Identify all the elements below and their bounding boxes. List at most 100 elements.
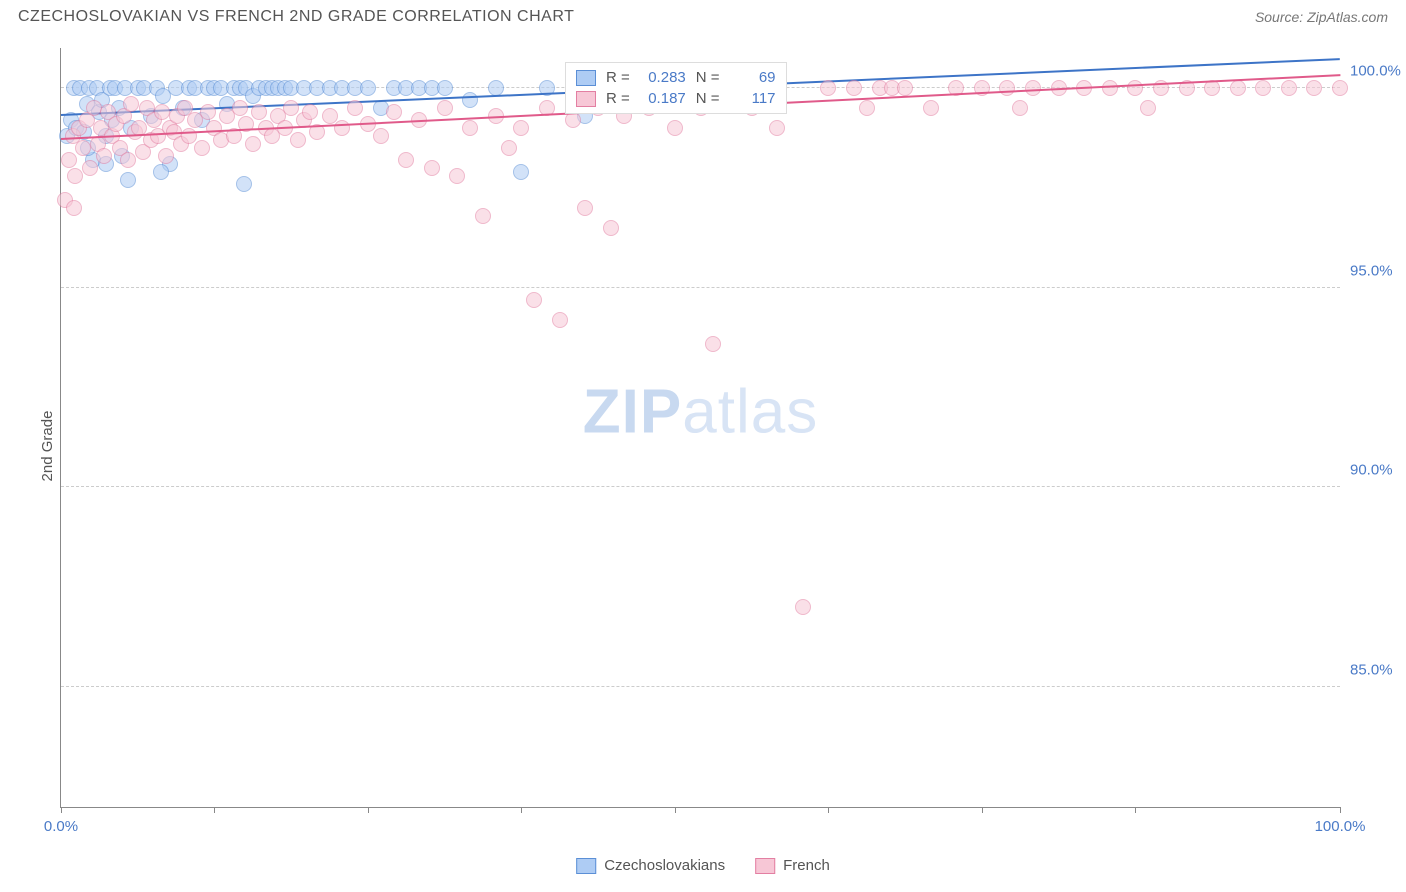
- scatter-point: [61, 152, 77, 168]
- scatter-point: [705, 336, 721, 352]
- scatter-point: [120, 152, 136, 168]
- stats-row: R =0.187N =117: [576, 88, 776, 109]
- stat-r-value: 0.187: [640, 90, 686, 107]
- scatter-point: [120, 172, 136, 188]
- scatter-point: [153, 164, 169, 180]
- bottom-legend: Czechoslovakians French: [576, 857, 830, 874]
- scatter-point: [123, 96, 139, 112]
- grid-line: [61, 686, 1340, 687]
- scatter-point: [290, 132, 306, 148]
- scatter-point: [82, 160, 98, 176]
- scatter-point: [1230, 80, 1246, 96]
- scatter-point: [67, 168, 83, 184]
- scatter-point: [96, 148, 112, 164]
- legend-swatch-french: [755, 858, 775, 874]
- xtick-label: 0.0%: [44, 818, 78, 835]
- scatter-point: [398, 152, 414, 168]
- chart-plot-area: ZIPatlas 85.0%90.0%95.0%100.0%0.0%100.0%: [60, 48, 1340, 808]
- xtick: [1135, 807, 1136, 813]
- xtick: [982, 807, 983, 813]
- stat-n-value: 69: [730, 69, 776, 86]
- stat-n-label: N =: [696, 90, 720, 107]
- scatter-point: [667, 120, 683, 136]
- stat-r-value: 0.283: [640, 69, 686, 86]
- scatter-point: [897, 80, 913, 96]
- scatter-point: [232, 100, 248, 116]
- ytick-label: 95.0%: [1350, 262, 1406, 279]
- stats-row: R =0.283N =69: [576, 67, 776, 88]
- scatter-point: [859, 100, 875, 116]
- scatter-point: [424, 160, 440, 176]
- legend-swatch-czech: [576, 858, 596, 874]
- legend-item-czech: Czechoslovakians: [576, 857, 725, 874]
- legend-label-czech: Czechoslovakians: [604, 857, 725, 874]
- scatter-point: [1127, 80, 1143, 96]
- ytick-label: 100.0%: [1350, 62, 1406, 79]
- scatter-point: [846, 80, 862, 96]
- stats-swatch: [576, 70, 596, 86]
- scatter-point: [158, 148, 174, 164]
- scatter-point: [1012, 100, 1028, 116]
- scatter-point: [501, 140, 517, 156]
- chart-source: Source: ZipAtlas.com: [1255, 9, 1388, 25]
- watermark: ZIPatlas: [583, 377, 818, 448]
- scatter-point: [245, 136, 261, 152]
- grid-line: [61, 287, 1340, 288]
- stat-n-value: 117: [730, 90, 776, 107]
- scatter-point: [200, 104, 216, 120]
- chart-title: CZECHOSLOVAKIAN VS FRENCH 2ND GRADE CORR…: [18, 8, 574, 26]
- scatter-point: [334, 120, 350, 136]
- scatter-point: [302, 104, 318, 120]
- scatter-point: [1102, 80, 1118, 96]
- scatter-point: [526, 292, 542, 308]
- scatter-point: [603, 220, 619, 236]
- legend-item-french: French: [755, 857, 830, 874]
- scatter-point: [437, 100, 453, 116]
- scatter-point: [437, 80, 453, 96]
- grid-line: [61, 486, 1340, 487]
- stats-box: R =0.283N =69R =0.187N =117: [565, 62, 787, 114]
- scatter-point: [462, 92, 478, 108]
- scatter-point: [75, 140, 91, 156]
- scatter-point: [236, 176, 252, 192]
- xtick: [521, 807, 522, 813]
- scatter-point: [194, 140, 210, 156]
- xtick-label: 100.0%: [1315, 818, 1366, 835]
- y-axis-label: 2nd Grade: [39, 411, 56, 482]
- stats-swatch: [576, 91, 596, 107]
- scatter-point: [577, 200, 593, 216]
- scatter-point: [1332, 80, 1348, 96]
- scatter-point: [360, 80, 376, 96]
- xtick: [1340, 807, 1341, 813]
- ytick-label: 85.0%: [1350, 662, 1406, 679]
- scatter-point: [820, 80, 836, 96]
- scatter-point: [475, 208, 491, 224]
- scatter-point: [1140, 100, 1156, 116]
- xtick: [828, 807, 829, 813]
- xtick: [214, 807, 215, 813]
- legend-label-french: French: [783, 857, 830, 874]
- watermark-zip: ZIP: [583, 378, 682, 447]
- scatter-point: [1306, 80, 1322, 96]
- scatter-point: [1255, 80, 1271, 96]
- scatter-point: [154, 104, 170, 120]
- scatter-point: [251, 104, 267, 120]
- scatter-point: [322, 108, 338, 124]
- scatter-point: [552, 312, 568, 328]
- scatter-point: [66, 200, 82, 216]
- scatter-point: [386, 104, 402, 120]
- chart-header: CZECHOSLOVAKIAN VS FRENCH 2ND GRADE CORR…: [0, 0, 1406, 34]
- scatter-point: [449, 168, 465, 184]
- scatter-point: [999, 80, 1015, 96]
- scatter-point: [373, 128, 389, 144]
- scatter-point: [283, 100, 299, 116]
- scatter-point: [1281, 80, 1297, 96]
- ytick-label: 90.0%: [1350, 462, 1406, 479]
- scatter-point: [923, 100, 939, 116]
- scatter-point: [347, 100, 363, 116]
- scatter-point: [462, 120, 478, 136]
- scatter-point: [795, 599, 811, 615]
- scatter-point: [513, 164, 529, 180]
- scatter-point: [1025, 80, 1041, 96]
- scatter-point: [513, 120, 529, 136]
